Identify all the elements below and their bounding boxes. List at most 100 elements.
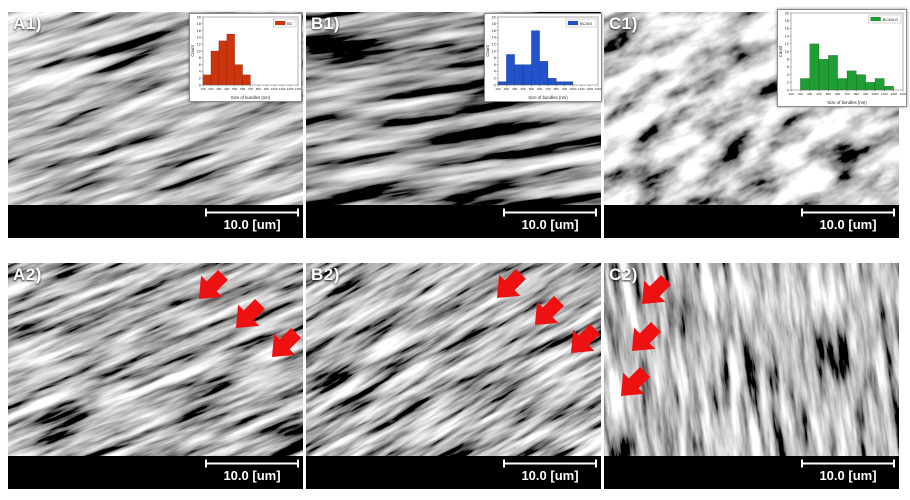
panel-a1: A1) 10.0 [um] 0 2 4 6 8 10 12 14 16 18 20 100 200 300… [8, 12, 303, 238]
scale-bar-line-icon [801, 459, 895, 468]
svg-text:1200: 1200 [586, 87, 593, 91]
svg-text:700: 700 [545, 87, 550, 91]
svg-text:1200: 1200 [890, 92, 897, 96]
panel-label-b1: B1) [311, 14, 340, 33]
svg-text:Size of bundles (nm): Size of bundles (nm) [528, 95, 568, 100]
svg-text:800: 800 [854, 92, 859, 96]
scale-bar-line-icon [801, 208, 895, 217]
histogram-inset-a1: 0 2 4 6 8 10 12 14 16 18 20 100 200 300 400 500 600 700 80… [189, 13, 302, 102]
info-band: 10.0 [um] [604, 205, 899, 238]
red-arrow-icon [235, 299, 265, 329]
svg-text:2: 2 [787, 81, 789, 85]
svg-text:20: 20 [492, 15, 496, 19]
scale-bar-label: 10.0 [um] [223, 468, 281, 483]
svg-text:BC/MLG: BC/MLG [883, 17, 898, 22]
scale-bar: 10.0 [um] [799, 208, 897, 232]
scale-bar: 10.0 [um] [203, 459, 301, 483]
scale-bar: 10.0 [um] [799, 459, 897, 483]
svg-text:100: 100 [495, 87, 500, 91]
svg-text:10: 10 [492, 49, 496, 53]
svg-text:Size of bundles (nm): Size of bundles (nm) [827, 100, 867, 105]
svg-text:16: 16 [785, 27, 789, 31]
svg-text:300: 300 [512, 87, 517, 91]
scale-bar-line-icon [503, 459, 597, 468]
scale-bar-line-icon [205, 208, 299, 217]
svg-text:Count: Count [190, 44, 195, 56]
panel-label-a2: A2) [13, 265, 42, 284]
scale-bar-label: 10.0 [um] [223, 217, 281, 232]
svg-text:1000: 1000 [570, 87, 577, 91]
scale-bar-line-icon [205, 459, 299, 468]
svg-text:16: 16 [492, 29, 496, 33]
svg-text:20: 20 [785, 11, 789, 15]
svg-text:16: 16 [197, 29, 201, 33]
svg-text:400: 400 [520, 87, 525, 91]
svg-text:14: 14 [785, 34, 789, 38]
svg-text:700: 700 [248, 87, 253, 91]
panel-label-c2: C2) [609, 265, 638, 284]
svg-text:200: 200 [208, 87, 213, 91]
svg-text:6: 6 [199, 63, 201, 67]
svg-text:900: 900 [863, 92, 868, 96]
panel-b1: B1) 10.0 [um] 0 2 4 6 8 10 12 14 16 18 20 100 200 300… [306, 12, 602, 238]
svg-text:500: 500 [529, 87, 534, 91]
info-band: 10.0 [um] [306, 205, 601, 238]
svg-text:1300: 1300 [900, 92, 906, 96]
histogram-inset-b1: 0 2 4 6 8 10 12 14 16 18 20 100 200 300 400 500 600 700 80… [484, 13, 602, 102]
svg-text:6: 6 [494, 63, 496, 67]
scale-bar-label: 10.0 [um] [521, 217, 579, 232]
red-arrow-icon [534, 296, 564, 326]
svg-text:300: 300 [807, 92, 812, 96]
svg-text:14: 14 [492, 36, 496, 40]
svg-text:700: 700 [844, 92, 849, 96]
svg-text:8: 8 [494, 56, 496, 60]
red-arrow-icon [620, 367, 650, 397]
svg-text:10: 10 [197, 49, 201, 53]
svg-text:600: 600 [835, 92, 840, 96]
svg-text:8: 8 [199, 56, 201, 60]
svg-text:2: 2 [199, 77, 201, 81]
svg-text:10: 10 [785, 50, 789, 54]
svg-text:18: 18 [785, 19, 789, 23]
svg-text:18: 18 [197, 22, 201, 26]
svg-text:4: 4 [199, 70, 201, 74]
svg-text:0: 0 [199, 83, 201, 87]
svg-text:1300: 1300 [595, 87, 601, 91]
red-arrow-icon [570, 324, 600, 354]
svg-text:Count: Count [778, 45, 783, 57]
scale-bar-line-icon [503, 208, 597, 217]
svg-text:18: 18 [492, 22, 496, 26]
sem-image-c2 [604, 263, 899, 456]
svg-text:500: 500 [826, 92, 831, 96]
svg-text:1100: 1100 [578, 87, 585, 91]
svg-text:1300: 1300 [295, 87, 301, 91]
svg-text:1100: 1100 [881, 92, 888, 96]
panel-c2: C2) 10.0 [um] [604, 263, 899, 489]
svg-text:200: 200 [504, 87, 509, 91]
red-arrow-icon [641, 275, 671, 305]
info-band: 10.0 [um] [306, 456, 601, 489]
svg-text:Size of bundles (nm): Size of bundles (nm) [231, 95, 271, 100]
svg-text:600: 600 [240, 87, 245, 91]
panel-label-c1: C1) [609, 14, 638, 33]
svg-text:6: 6 [787, 65, 789, 69]
svg-text:100: 100 [200, 87, 205, 91]
info-band: 10.0 [um] [8, 456, 303, 489]
svg-text:0: 0 [494, 83, 496, 87]
svg-text:14: 14 [197, 36, 201, 40]
svg-text:400: 400 [816, 92, 821, 96]
panel-c1: C1) 10.0 [um] 0 2 4 6 8 10 12 14 16 18 20 100 200 300… [604, 9, 907, 238]
svg-text:800: 800 [554, 87, 559, 91]
svg-text:1100: 1100 [279, 87, 286, 91]
red-arrow-icon [631, 322, 661, 352]
svg-text:100: 100 [788, 92, 793, 96]
panel-a2: A2) 10.0 [um] [8, 263, 303, 489]
scale-bar: 10.0 [um] [501, 459, 599, 483]
svg-text:BC/AX: BC/AX [580, 21, 592, 26]
svg-text:BC: BC [287, 21, 293, 26]
svg-text:20: 20 [197, 15, 201, 19]
svg-text:12: 12 [492, 43, 496, 47]
svg-text:0: 0 [787, 88, 789, 92]
svg-text:1000: 1000 [271, 87, 278, 91]
